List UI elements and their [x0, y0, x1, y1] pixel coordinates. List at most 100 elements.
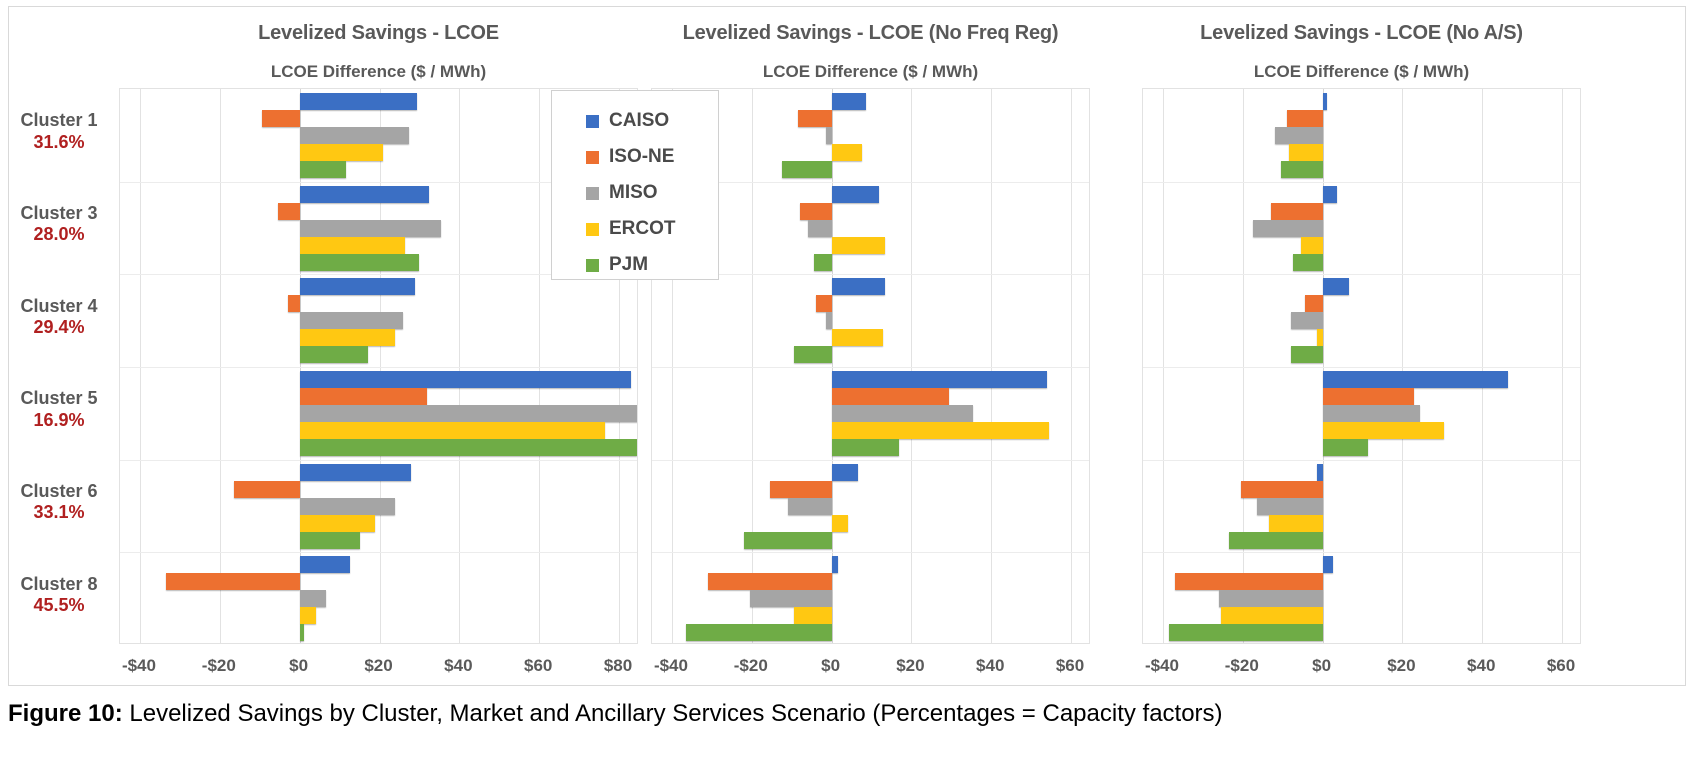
bar-iso-ne-cluster-3 [799, 202, 832, 220]
figure-caption-text: Levelized Savings by Cluster, Market and… [122, 700, 1223, 727]
legend-label: ERCOT [609, 218, 676, 239]
x-tick-label: -$20 [733, 656, 768, 675]
bar-ercot-cluster-5 [1322, 421, 1445, 439]
x-tick-label: $20 [896, 656, 925, 675]
legend-item-miso[interactable]: MISO [586, 175, 718, 211]
bar-miso-cluster-3 [299, 219, 442, 237]
cluster-label-4: Cluster 5 16.9% [0, 388, 118, 430]
gridline [1402, 89, 1404, 643]
cluster-label-2: Cluster 3 28.0% [0, 203, 118, 245]
bar-pjm-cluster-6 [1228, 531, 1323, 549]
bar-pjm-cluster-1 [1280, 160, 1323, 178]
bar-ercot-cluster-8 [1220, 607, 1323, 625]
bar-pjm-cluster-5 [1322, 438, 1369, 456]
gridline [1482, 89, 1484, 643]
gridline [911, 89, 913, 643]
plot-area-3 [1142, 88, 1581, 644]
bar-miso-cluster-5 [831, 404, 974, 422]
cluster-label-3: Cluster 4 29.4% [0, 296, 118, 338]
category-separator [120, 367, 637, 368]
legend-item-pjm[interactable]: PJM [586, 247, 718, 283]
category-separator [120, 552, 637, 554]
bar-miso-cluster-5 [299, 404, 637, 422]
gridline [991, 89, 993, 643]
legend-item-ercot[interactable]: ERCOT [586, 211, 718, 247]
gridline [751, 89, 753, 643]
bar-miso-cluster-6 [787, 497, 832, 515]
panel-title-2: Levelized Savings - LCOE (No Freq Reg) [682, 22, 1059, 44]
gridline [1242, 89, 1244, 643]
cluster-label-1: Cluster 1 31.6% [0, 110, 118, 152]
cluster-name: Cluster 8 [20, 573, 98, 594]
bar-ercot-cluster-4 [1316, 329, 1323, 347]
x-tick-label: -$20 [201, 656, 236, 675]
x-tick-label: -$20 [1224, 656, 1259, 675]
bar-ercot-cluster-3 [831, 236, 886, 254]
cluster-capacity-factor: 45.5% [33, 594, 85, 615]
bar-miso-cluster-4 [825, 312, 832, 330]
bar-pjm-cluster-4 [1290, 346, 1323, 364]
cluster-capacity-factor: 33.1% [33, 502, 85, 523]
bar-caiso-cluster-4 [831, 278, 886, 296]
category-separator [1143, 367, 1580, 368]
bar-iso-ne-cluster-8 [165, 573, 300, 591]
bar-iso-ne-cluster-1 [797, 109, 832, 127]
gridline [1071, 89, 1073, 643]
bar-miso-cluster-3 [1252, 219, 1323, 237]
bar-caiso-cluster-6 [299, 463, 412, 481]
bar-caiso-cluster-5 [1322, 370, 1509, 388]
gridline [671, 89, 673, 643]
cluster-name: Cluster 6 [20, 481, 98, 501]
bar-iso-ne-cluster-6 [769, 480, 832, 498]
chart-legend: CAISO ISO-NE MISO ERCOT PJM [551, 90, 719, 280]
bar-caiso-cluster-5 [831, 370, 1048, 388]
cluster-name: Cluster 1 [20, 110, 98, 131]
legend-swatch-icon [586, 150, 599, 164]
zero-axis-line [1322, 89, 1324, 643]
panel-title-3: Levelized Savings - LCOE (No A/S) [1200, 22, 1523, 44]
bar-iso-ne-cluster-4 [287, 295, 300, 313]
gridline [379, 89, 381, 643]
bar-caiso-cluster-1 [299, 92, 418, 110]
category-separator [120, 181, 637, 183]
legend-item-iso-ne[interactable]: ISO-NE [586, 139, 718, 175]
bar-iso-ne-cluster-8 [707, 573, 832, 591]
bar-iso-ne-cluster-4 [1304, 295, 1323, 313]
bar-miso-cluster-4 [299, 312, 404, 330]
figure-caption: Figure 10: Levelized Savings by Cluster,… [8, 700, 1688, 728]
bar-pjm-cluster-3 [299, 253, 420, 271]
bar-miso-cluster-8 [299, 590, 326, 608]
legend-label: CAISO [609, 110, 670, 131]
legend-swatch-icon [586, 258, 599, 272]
bar-pjm-cluster-5 [831, 438, 900, 456]
x-tick-label: -$40 [121, 656, 156, 675]
cluster-capacity-factor: 16.9% [33, 409, 85, 430]
bar-caiso-cluster-1 [831, 92, 866, 110]
bar-ercot-cluster-3 [1300, 236, 1323, 254]
bar-pjm-cluster-8 [1168, 624, 1323, 642]
legend-label: MISO [609, 182, 658, 203]
x-tick-label: $20 [1387, 656, 1416, 675]
bar-miso-cluster-6 [299, 497, 396, 515]
bar-miso-cluster-1 [825, 126, 832, 144]
category-separator [652, 274, 1089, 276]
category-separator [120, 274, 637, 276]
cluster-name: Cluster 5 [20, 388, 98, 409]
bar-pjm-cluster-8 [685, 624, 832, 642]
bar-ercot-cluster-5 [831, 421, 1050, 439]
bar-ercot-cluster-8 [299, 607, 316, 625]
x-tick-label: $40 [976, 656, 1005, 675]
x-tick-label: $0 [821, 656, 841, 675]
bar-miso-cluster-3 [807, 219, 832, 237]
bar-iso-ne-cluster-4 [815, 295, 832, 313]
figure-caption-label: Figure 10: [8, 700, 123, 727]
legend-item-caiso[interactable]: CAISO [586, 103, 718, 139]
gridline [619, 89, 621, 643]
cluster-label-5: Cluster 6 33.1% [0, 481, 118, 523]
category-separator [1143, 552, 1580, 554]
category-separator [120, 459, 637, 461]
legend-swatch-icon [586, 114, 599, 128]
legend-swatch-icon [586, 222, 599, 236]
bar-miso-cluster-1 [299, 126, 410, 144]
x-tick-label: $40 [444, 656, 473, 675]
